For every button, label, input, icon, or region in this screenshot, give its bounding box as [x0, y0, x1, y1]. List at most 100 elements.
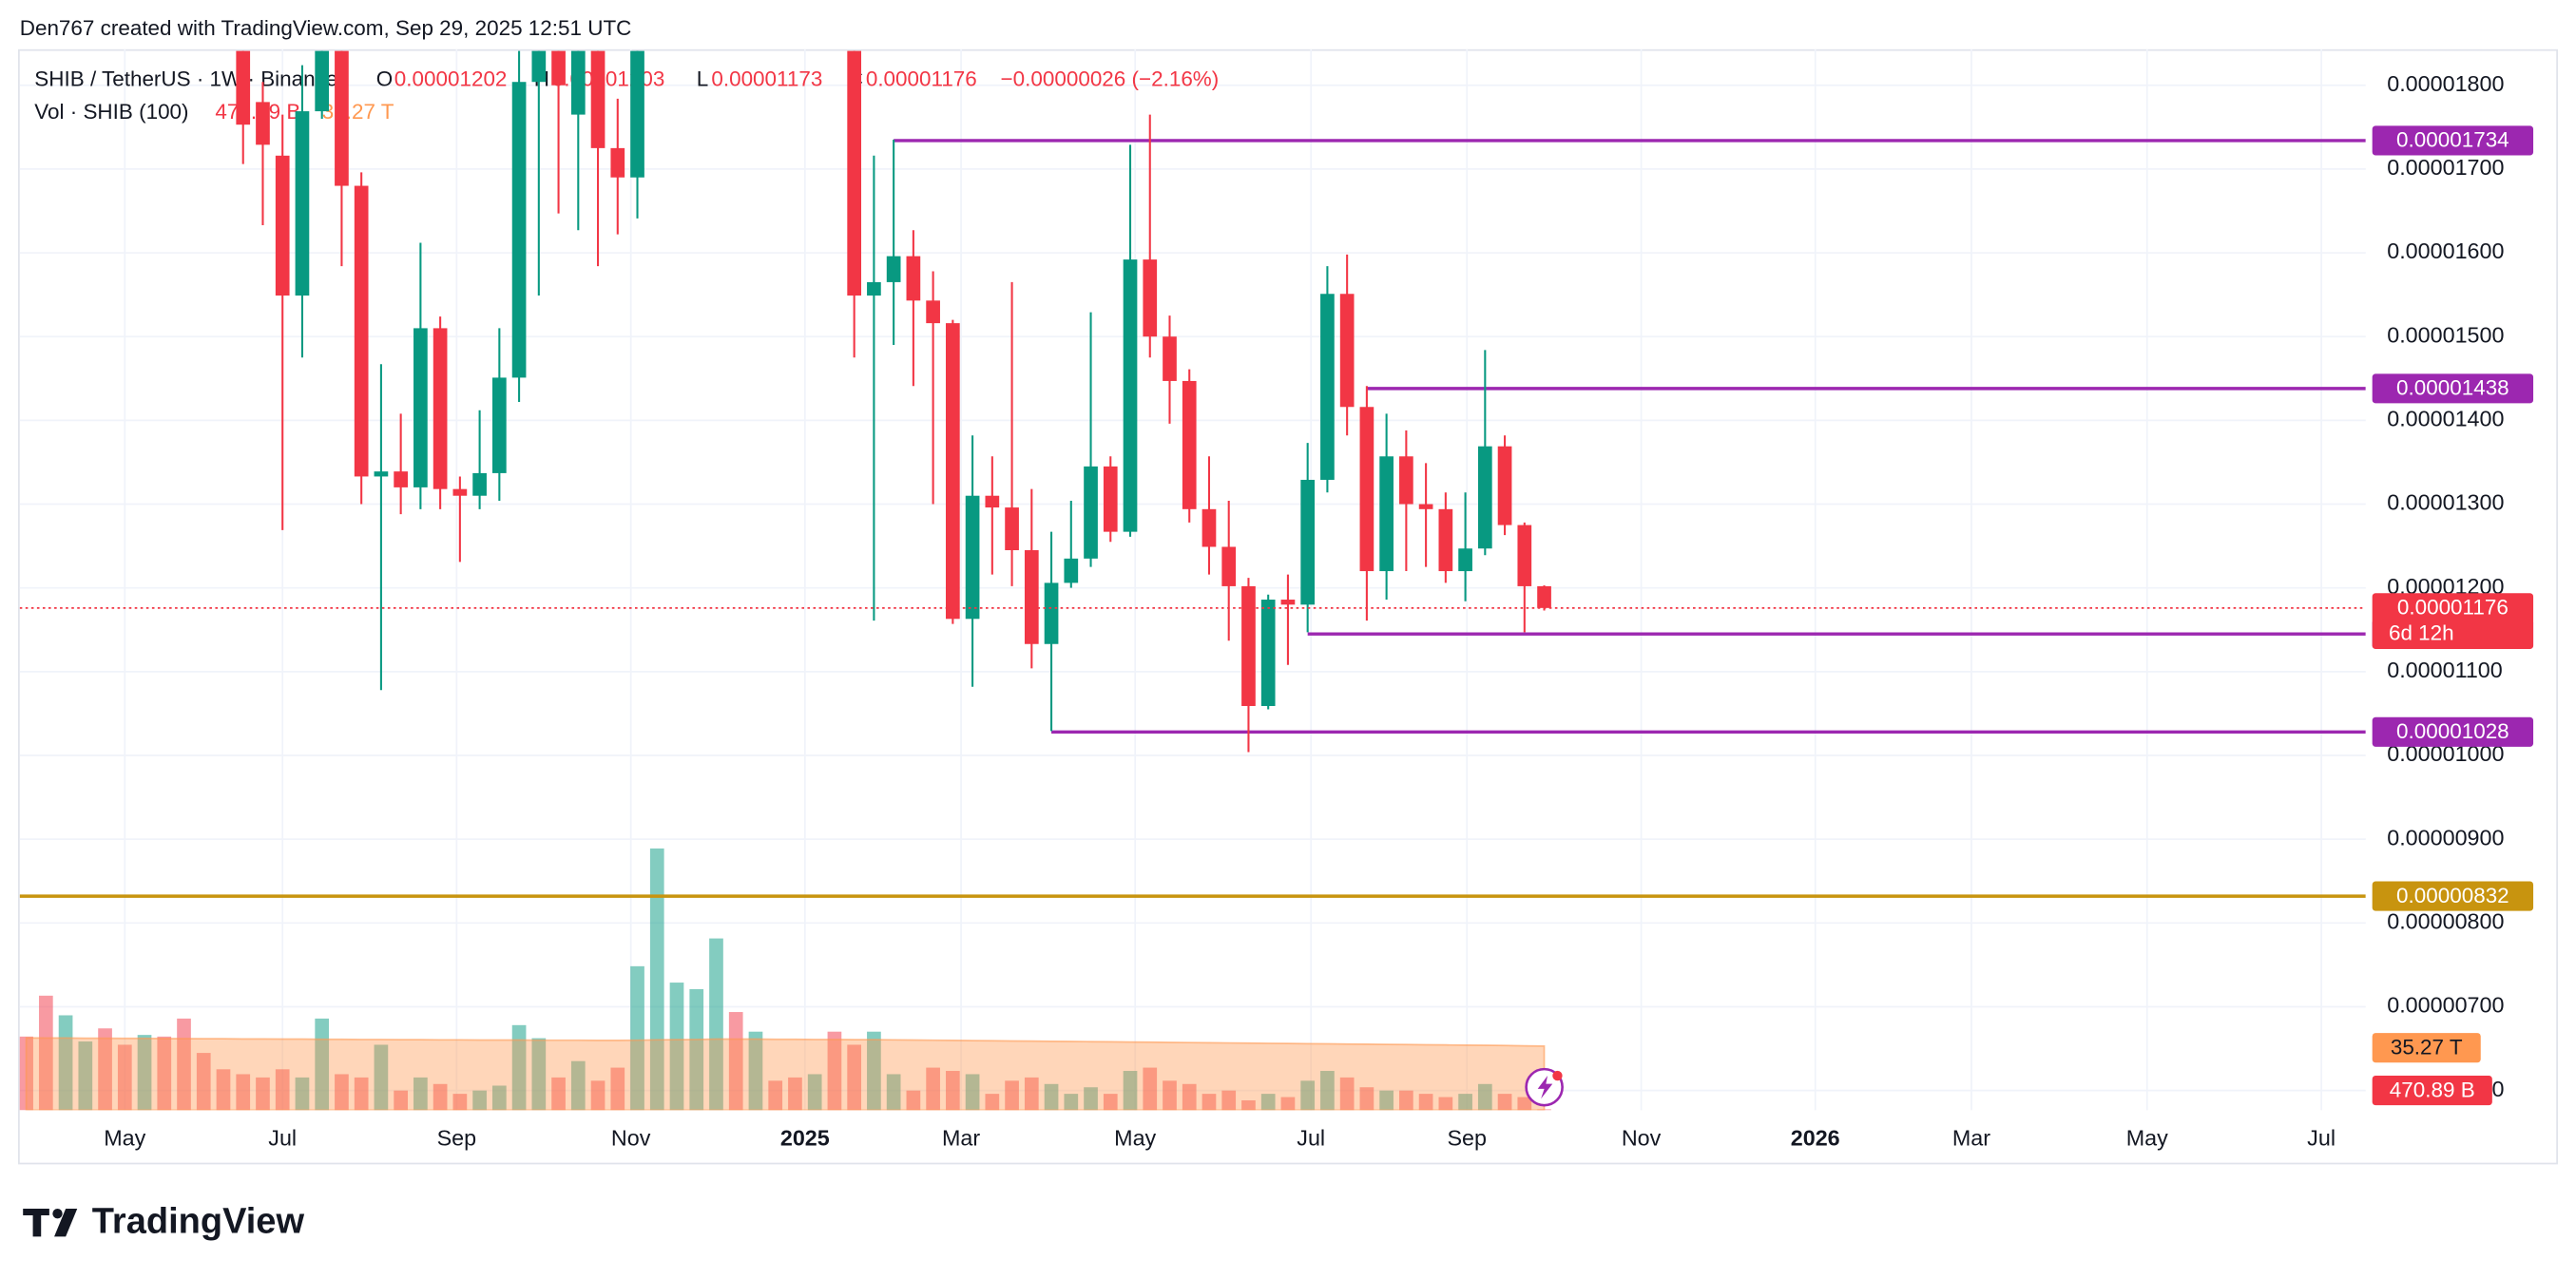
volume-bar: [985, 1094, 1000, 1111]
candle-body: [1221, 546, 1237, 586]
plot-area: [19, 50, 2366, 1111]
level-tag-label: 0.00001734: [2396, 128, 2509, 152]
candle-body: [1143, 259, 1158, 337]
x-tick-label: May: [104, 1126, 145, 1151]
x-tick-label: Jul: [1297, 1126, 1325, 1151]
candle-body: [1103, 466, 1118, 532]
volume-bar: [492, 1085, 507, 1111]
volume-bar: [551, 1077, 566, 1111]
volume-bar: [157, 1036, 172, 1111]
y-tick-label: 0.00001300: [2387, 490, 2504, 515]
x-tick-label: Mar: [1952, 1126, 1990, 1151]
candle-body: [472, 472, 487, 496]
x-tick-label: 2026: [1791, 1126, 1840, 1151]
volume-bar: [1359, 1087, 1375, 1111]
candle-body: [433, 328, 448, 489]
candle-body: [551, 50, 566, 86]
volume-bar: [1477, 1083, 1492, 1111]
x-tick-label: Sep: [437, 1126, 477, 1151]
candle-body: [590, 50, 606, 148]
volume-bar: [177, 1018, 191, 1111]
volume-bar: [768, 1080, 783, 1111]
candle-body: [295, 111, 310, 296]
x-tick-label: Jul: [2307, 1126, 2336, 1151]
candle-body: [570, 50, 586, 115]
volume-bar: [38, 995, 53, 1111]
candle-body: [1458, 548, 1472, 572]
volume-bar: [452, 1094, 468, 1111]
volume-bar: [1418, 1094, 1433, 1111]
volume-bar: [669, 983, 684, 1111]
volume-bar: [1005, 1080, 1019, 1111]
attribution: Den767 created with TradingView.com, Sep…: [20, 16, 632, 40]
y-tick-label: 0.00001400: [2387, 407, 2504, 431]
ohlc-key: L: [697, 67, 709, 91]
level-tag: [2372, 881, 2534, 911]
volume-bar: [433, 1083, 448, 1111]
candle-body: [1024, 550, 1039, 644]
volume-bar: [1221, 1090, 1237, 1111]
level-tag-label: 0.00000832: [2396, 884, 2509, 907]
volume-bar: [867, 1031, 881, 1111]
level-tag: [2372, 373, 2534, 404]
ohlc-key: O: [376, 67, 393, 91]
volume-bar: [570, 1060, 586, 1111]
volume-bar: [946, 1071, 960, 1111]
candle-body: [531, 50, 547, 83]
candle-body: [1084, 466, 1098, 559]
candle-body: [1044, 582, 1059, 644]
volume-bar: [1458, 1094, 1472, 1111]
volume-tag: [2372, 1076, 2492, 1106]
volume-bar: [1201, 1094, 1217, 1111]
candle-body: [610, 147, 625, 178]
candle-body: [1201, 508, 1217, 547]
volume-bar: [1300, 1080, 1316, 1111]
brand-name: TradingView: [92, 1202, 305, 1242]
replay-icon[interactable]: [1525, 1067, 1564, 1107]
volume-bar: [630, 965, 644, 1111]
candle-body: [1359, 407, 1375, 572]
candle-body: [315, 50, 330, 112]
x-tick-label: Jul: [268, 1126, 297, 1151]
candle-body: [985, 495, 1000, 508]
y-tick-label: 0.00000800: [2387, 908, 2504, 933]
x-tick-label: Mar: [942, 1126, 980, 1151]
candle-body: [1517, 525, 1532, 586]
volume-bar: [1123, 1071, 1138, 1111]
volume-bar: [807, 1074, 822, 1111]
volume-bar: [394, 1090, 408, 1111]
candle-body: [236, 50, 251, 125]
volume-bar: [590, 1080, 606, 1111]
candle-body: [1182, 380, 1197, 509]
candle-body: [492, 377, 507, 473]
candle-body: [1260, 600, 1276, 706]
chart-frame: [18, 48, 2558, 1165]
volume-bar: [1084, 1087, 1098, 1111]
ohlc-value: 0.00001203: [552, 67, 665, 91]
volume-bar: [1241, 1100, 1256, 1111]
candle-body: [1280, 600, 1296, 605]
candle-body: [1497, 446, 1512, 525]
ohlc-value: 0.00001173: [711, 67, 822, 91]
volume-bar: [1438, 1097, 1453, 1111]
candle-body: [354, 185, 369, 477]
volume-bar: [1182, 1083, 1197, 1111]
volume-bar: [315, 1018, 330, 1111]
candle-body: [1477, 446, 1492, 549]
x-tick-label: Nov: [1622, 1126, 1662, 1151]
volume-bar: [926, 1067, 940, 1111]
volume-bar: [256, 1077, 270, 1111]
volume-bar: [1497, 1094, 1512, 1111]
volume-bar: [1399, 1090, 1413, 1111]
candle-body: [867, 281, 881, 296]
level-tag-label: 0.00001438: [2396, 376, 2509, 400]
volume-bar: [728, 1012, 743, 1111]
ohlc-value: 0.00001202: [394, 67, 508, 91]
candle-body: [1123, 259, 1138, 532]
volume-bar: [354, 1077, 369, 1111]
volume-bar: [1103, 1094, 1118, 1111]
volume-bar: [216, 1069, 231, 1111]
candle-body: [452, 488, 468, 496]
volume-bar: [649, 848, 664, 1111]
candle-body: [275, 155, 290, 296]
